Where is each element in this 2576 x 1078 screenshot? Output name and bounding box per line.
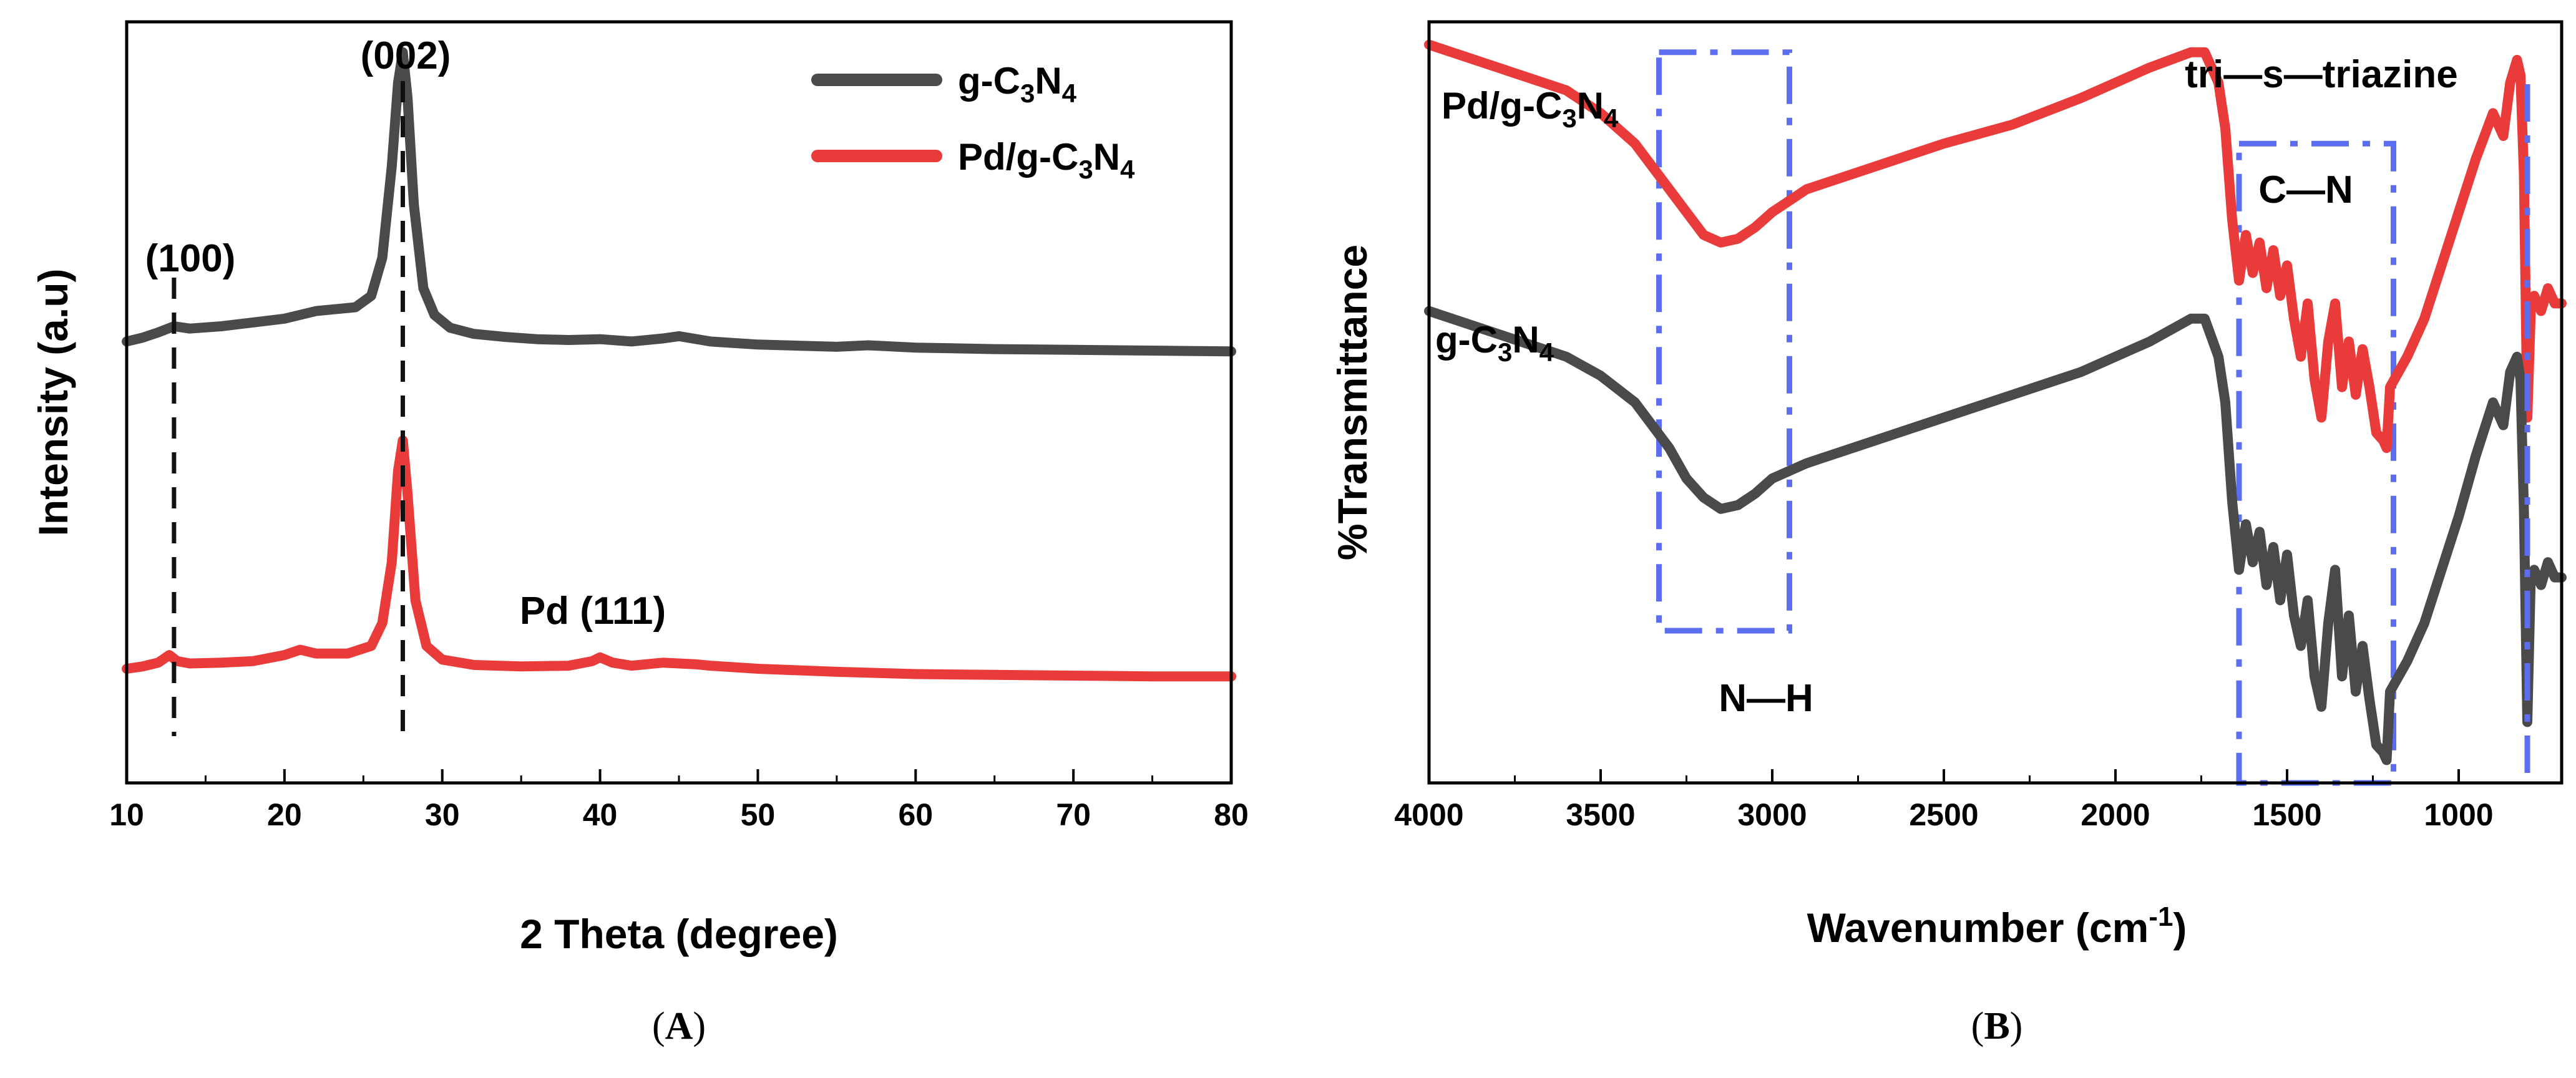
ftir-annot-cn: C—N: [2258, 168, 2353, 211]
xrd-peak-label-pd111: Pd (111): [520, 590, 666, 633]
ftir-label-pdgcn: Pd/g-C3N4: [1442, 85, 1619, 133]
ftir-x-axis-title: Wavenumber (cm-1): [1807, 901, 2187, 951]
xrd-series-pdgcn: [122, 435, 1236, 682]
ftir-annot-nh: N—H: [1719, 677, 1813, 720]
ftir-plot-frame: [1427, 20, 2564, 785]
ftir-y-axis-title: %Transmittance: [1329, 245, 1375, 560]
ftir-series-group: [1424, 39, 2567, 765]
xrd-peak-label-100: (100): [145, 237, 236, 280]
xrd-series-gcn: [122, 47, 1236, 357]
panel-caption-a: (A): [652, 1005, 706, 1047]
ftir-x-tick-label: 2500: [1909, 797, 1978, 832]
xrd-x-tick-label: 10: [109, 797, 144, 832]
ftir-x-tick-label: 1000: [2424, 797, 2493, 832]
xrd-x-tick-label: 20: [267, 797, 302, 832]
ftir-band-boxes: [1656, 49, 2396, 786]
panel-caption-b: (B): [1971, 1005, 2023, 1047]
xrd-peak-label-002: (002): [361, 34, 451, 77]
legend-label-pdgcn: Pd/g-C3N4: [958, 136, 1135, 184]
xrd-x-axis: 10 20 30 40 50 60 70 80: [109, 769, 1249, 832]
legend-label-gcn: g-C3N4: [958, 60, 1077, 108]
ftir-x-tick-label: 3500: [1566, 797, 1635, 832]
xrd-panel: 10 20 30 40 50 60 70 80 (002) (100) Pd (111) g-…: [30, 20, 1249, 1047]
xrd-x-tick-label: 40: [583, 797, 618, 832]
xrd-x-tick-label: 70: [1056, 797, 1091, 832]
ftir-panel: 4000 3500 3000 2500 2000 1500 1000 Pd/g-C3N4 g…: [1329, 20, 2567, 1047]
xrd-guides: [172, 81, 405, 736]
xrd-y-axis-title: Intensity (a.u): [30, 268, 76, 536]
ftir-series-pdgcn: [1424, 39, 2567, 454]
ftir-series-gcn: [1424, 306, 2567, 765]
xrd-x-axis-title: 2 Theta (degree): [520, 911, 838, 957]
ftir-x-tick-label: 1500: [2252, 797, 2321, 832]
xrd-x-tick-label: 80: [1214, 797, 1249, 832]
ftir-annot-triazine: tri—s—triazine: [2185, 53, 2458, 96]
ftir-x-tick-label: 2000: [2081, 797, 2150, 832]
xrd-x-tick-label: 60: [898, 797, 933, 832]
xrd-legend: g-C3N4 Pd/g-C3N4: [811, 60, 1135, 184]
xrd-series-group: [122, 47, 1236, 682]
ftir-x-tick-label: 3000: [1737, 797, 1807, 832]
ftir-x-axis: 4000 3500 3000 2500 2000 1500 1000: [1394, 769, 2494, 832]
ftir-label-gcn: g-C3N4: [1435, 319, 1554, 367]
ftir-band-box-n-h: [1656, 49, 1792, 634]
ftir-x-tick-label: 4000: [1394, 797, 1463, 832]
xrd-x-tick-label: 30: [425, 797, 460, 832]
xrd-x-tick-label: 50: [741, 797, 776, 832]
